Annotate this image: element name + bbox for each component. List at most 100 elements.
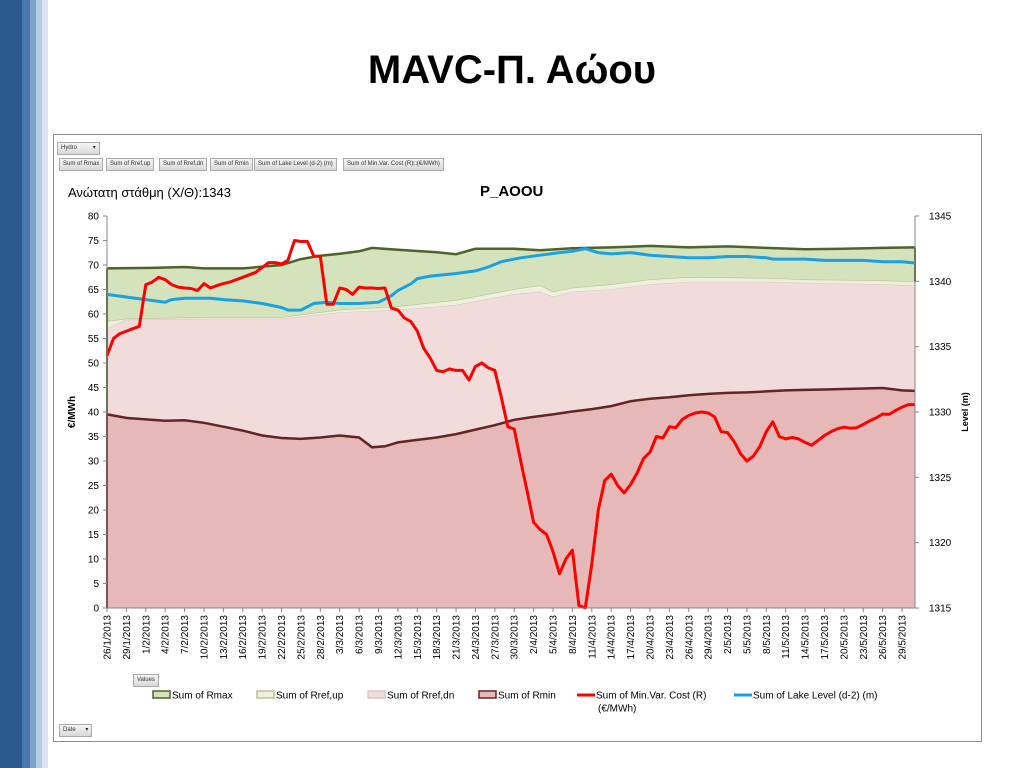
x-tick-label: 26/1/2013 [103, 615, 114, 660]
x-tick-label: 24/3/2013 [471, 615, 482, 660]
y-tick-label: 80 [88, 212, 100, 223]
x-tick-label: 11/4/2013 [587, 615, 598, 659]
x-tick-label: 11/5/2013 [781, 615, 792, 659]
x-tick-label: 5/5/2013 [742, 615, 753, 654]
pivot-field-button[interactable]: Sum of Min.Var. Cost (R)□(€/MWh) [343, 158, 444, 171]
x-tick-label: 8/4/2013 [568, 615, 579, 654]
y-tick-label: 5 [93, 579, 99, 590]
x-tick-label: 2/5/2013 [723, 615, 734, 654]
y-tick-label: 50 [88, 359, 100, 370]
x-tick-label: 27/3/2013 [490, 615, 501, 660]
pivot-hydro-label: Hydro [61, 145, 78, 151]
y-tick-label: 60 [88, 310, 100, 321]
legend-label: Sum of Lake Level (d-2) (m) [753, 691, 878, 702]
x-tick-label: 22/2/2013 [277, 615, 288, 660]
y2-tick-label: 1335 [929, 342, 952, 353]
pivot-field-button[interactable]: Sum of Rref,up [106, 158, 155, 171]
x-tick-label: 20/4/2013 [645, 615, 656, 660]
legend-label: Sum of Rmax [172, 691, 233, 702]
x-tick-label: 6/3/2013 [355, 615, 366, 654]
x-tick-label: 15/3/2013 [413, 615, 424, 660]
y-tick-label: 20 [88, 506, 100, 517]
legend-swatch [367, 690, 386, 699]
x-tick-label: 8/5/2013 [762, 615, 773, 654]
x-tick-label: 21/3/2013 [452, 615, 463, 660]
y2-tick-label: 1340 [929, 277, 952, 288]
x-tick-label: 12/3/2013 [393, 615, 404, 660]
legend-label: (€/MWh) [598, 704, 636, 715]
slide-title: MAVC-Π. Αώου [367, 48, 657, 92]
legend-label: Sum of Rmin [498, 691, 556, 702]
y-tick-label: 45 [88, 383, 100, 394]
x-tick-label: 10/2/2013 [199, 615, 210, 660]
pivot-field-button[interactable]: Sum of Lake Level (d-2) (m) [254, 158, 337, 171]
y-tick-label: 70 [88, 261, 100, 272]
legend-swatch [256, 690, 275, 699]
y-tick-label: 40 [88, 408, 100, 419]
y2-tick-label: 1315 [929, 604, 952, 615]
x-tick-label: 17/5/2013 [820, 615, 831, 660]
x-tick-label: 4/2/2013 [161, 615, 172, 654]
x-tick-label: 28/2/2013 [316, 615, 327, 660]
y-tick-label: 15 [88, 530, 100, 541]
legend-label: Sum of Rref,up [276, 691, 344, 702]
y2-tick-label: 1330 [929, 408, 952, 419]
x-tick-label: 5/4/2013 [549, 615, 560, 654]
series-rmax-line [106, 244, 916, 270]
x-tick-label: 20/5/2013 [839, 615, 850, 660]
slide-decoration-stripes [0, 0, 52, 768]
y2-axis-label: Level (m) [960, 392, 970, 432]
x-tick-label: 2/4/2013 [529, 615, 540, 654]
y2-tick-label: 1325 [929, 473, 952, 484]
pivot-date-filter[interactable]: Date ▾ [59, 724, 93, 737]
chart-annotation: Ανώτατη στάθμη (Χ/Θ):1343 [68, 185, 231, 200]
pivot-field-button[interactable]: Sum of Rmax [59, 158, 104, 171]
y-axis-label: €/MWh [67, 396, 78, 428]
y-tick-label: 55 [88, 334, 100, 345]
y-tick-label: 25 [88, 481, 100, 492]
x-tick-label: 25/2/2013 [296, 615, 307, 660]
pivot-values-button[interactable]: Values [133, 674, 159, 687]
x-tick-label: 29/1/2013 [122, 615, 133, 660]
pivot-field-button[interactable]: Sum of Rref,dn [159, 158, 208, 171]
legend-swatch [152, 690, 171, 699]
x-tick-label: 13/2/2013 [219, 615, 230, 660]
series-lake-line [106, 247, 916, 312]
legend-label: Sum of Rref,dn [387, 691, 454, 702]
series-cost-line [105, 239, 915, 610]
y-tick-label: 35 [88, 432, 100, 443]
legend-swatch [478, 690, 497, 699]
series-rmin-area [107, 388, 915, 608]
x-tick-label: 1/2/2013 [141, 615, 152, 654]
x-tick-label: 30/3/2013 [510, 615, 521, 660]
y2-tick-label: 1320 [929, 538, 952, 549]
pivot-hydro-filter[interactable]: Hydro ▾ [57, 142, 100, 155]
x-tick-label: 3/3/2013 [335, 615, 346, 654]
filter-icon: ▾ [92, 145, 96, 151]
y-tick-label: 10 [88, 555, 100, 566]
x-tick-label: 19/2/2013 [258, 615, 269, 660]
pivot-field-button[interactable]: Sum of Rmin [210, 158, 253, 171]
x-tick-label: 17/4/2013 [626, 615, 637, 660]
x-tick-label: 14/4/2013 [607, 615, 618, 660]
y2-tick-label: 1345 [929, 212, 952, 223]
x-tick-label: 9/3/2013 [374, 615, 385, 654]
x-tick-label: 23/4/2013 [665, 615, 676, 660]
series-rmin-line [106, 386, 916, 449]
y-tick-label: 75 [88, 236, 100, 247]
chart-title: P_AOOU [480, 183, 543, 200]
y-tick-label: 30 [88, 457, 100, 468]
y-tick-label: 65 [88, 285, 100, 296]
x-tick-label: 18/3/2013 [432, 615, 443, 660]
x-tick-label: 26/4/2013 [684, 615, 695, 660]
x-tick-label: 14/5/2013 [801, 615, 812, 660]
x-tick-label: 7/2/2013 [180, 615, 191, 654]
x-tick-label: 16/2/2013 [238, 615, 249, 660]
chevron-down-icon: ▾ [85, 727, 89, 733]
y-tick-label: 0 [93, 604, 99, 615]
pivot-date-label: Date [63, 727, 76, 733]
x-tick-label: 23/5/2013 [859, 615, 870, 660]
legend-label: Sum of Min.Var. Cost (R) [596, 691, 706, 702]
x-tick-label: 29/5/2013 [898, 615, 909, 660]
